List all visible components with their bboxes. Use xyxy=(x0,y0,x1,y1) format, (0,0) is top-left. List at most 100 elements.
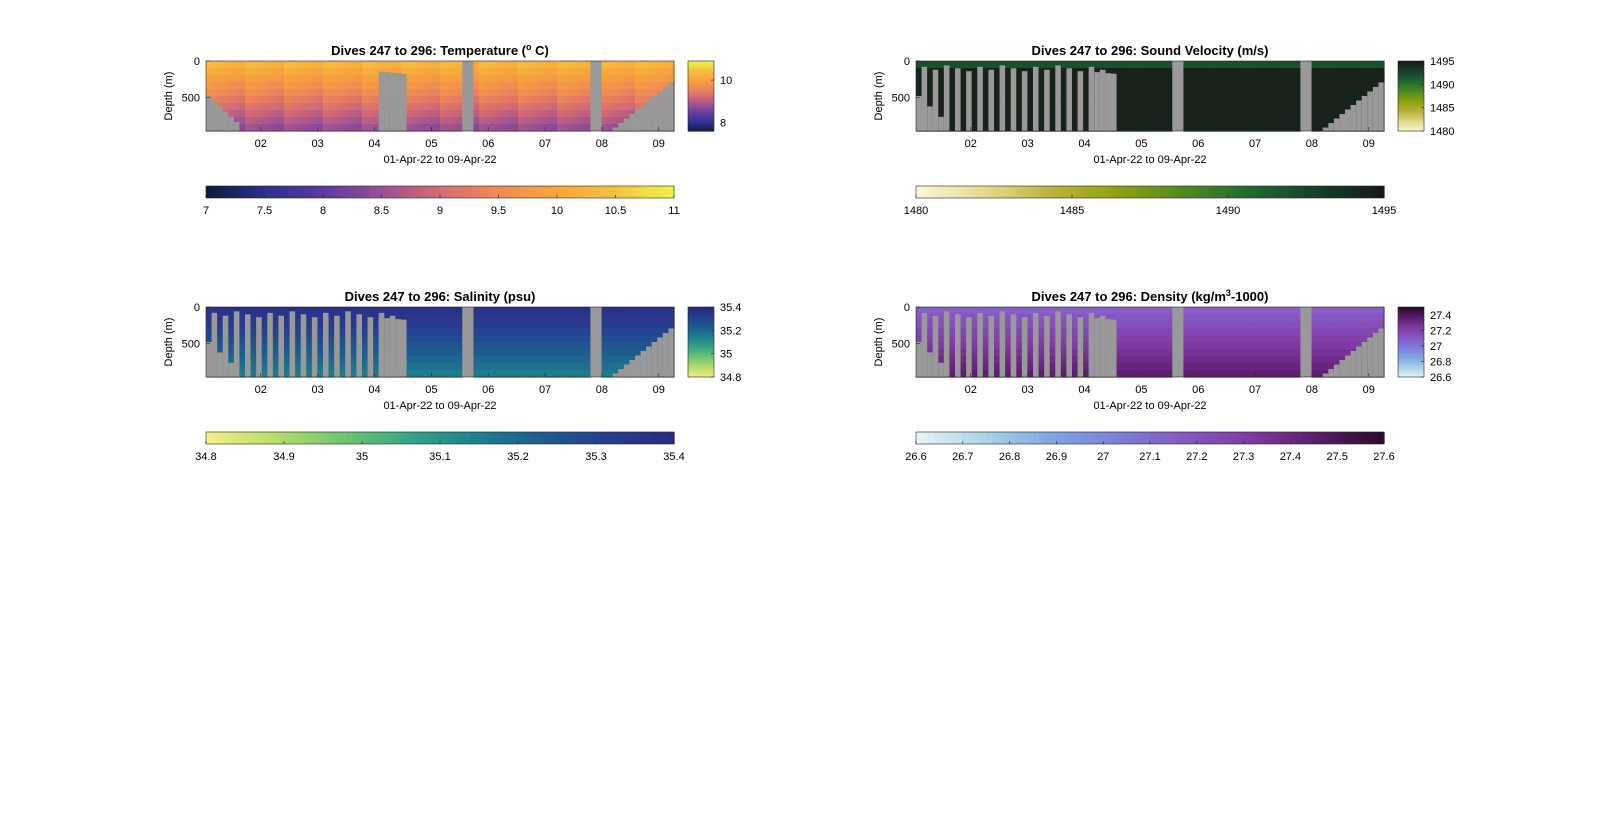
heatmap-cell xyxy=(267,75,274,83)
heatmap-cell xyxy=(473,82,480,90)
heatmap-cell xyxy=(573,103,580,111)
heatmap-cell xyxy=(1133,328,1140,336)
colorbar-segment xyxy=(1003,432,1011,444)
heatmap-cell xyxy=(623,307,631,315)
heatmap-cell xyxy=(1083,82,1090,90)
heatmap-cell xyxy=(490,110,497,118)
heatmap-cell xyxy=(635,321,642,329)
heatmap-cell xyxy=(601,363,608,371)
colorbar-segment xyxy=(939,432,946,444)
colorbar-segment xyxy=(323,432,330,444)
heatmap-cell xyxy=(1200,321,1207,329)
colorbar-segment xyxy=(962,432,970,444)
side-colorbar-segment xyxy=(688,333,714,336)
heatmap-cell xyxy=(428,335,436,343)
heatmap-cell xyxy=(506,124,514,132)
heatmap-cell xyxy=(1127,68,1134,76)
heatmap-cell xyxy=(417,335,424,343)
heatmap-cell xyxy=(423,321,430,329)
side-colorbar-segment xyxy=(1398,329,1424,333)
heatmap-cell xyxy=(300,68,307,76)
heatmap-cell xyxy=(1328,328,1335,336)
heatmap-cell xyxy=(473,335,480,343)
heatmap-cell xyxy=(573,335,580,343)
heatmap-cell xyxy=(412,328,419,336)
heatmap-cell xyxy=(473,314,480,322)
heatmap-cell xyxy=(222,89,229,97)
side-colorbar-segment xyxy=(688,71,714,74)
heatmap-cell xyxy=(971,307,978,315)
heatmap-cell xyxy=(1138,342,1146,350)
no-data-floor xyxy=(640,351,647,377)
colorbar-segment xyxy=(1044,432,1052,444)
heatmap-cell xyxy=(1239,370,1246,378)
colorbar-segment xyxy=(206,186,213,198)
heatmap-cell xyxy=(1322,103,1329,111)
heatmap-cell xyxy=(545,314,553,322)
heatmap-cell xyxy=(1272,335,1279,343)
heatmap-cell xyxy=(1083,89,1090,97)
no-data-floor xyxy=(1328,369,1335,377)
heatmap-cell xyxy=(545,110,553,118)
heatmap-cell xyxy=(1055,307,1062,315)
heatmap-cell xyxy=(228,61,235,69)
heatmap-cell xyxy=(412,68,419,76)
colorbar-segment xyxy=(340,432,347,444)
heatmap-cell xyxy=(250,96,257,104)
heatmap-cell xyxy=(1133,307,1140,315)
heatmap-cell xyxy=(412,110,419,118)
heatmap-cell xyxy=(1283,110,1290,118)
heatmap-cell xyxy=(250,321,257,329)
heatmap-cell xyxy=(988,307,995,315)
heatmap-cell xyxy=(261,314,268,322)
heatmap-cell xyxy=(1322,110,1329,118)
heatmap-cell xyxy=(994,96,1001,104)
heatmap-cell xyxy=(1189,124,1196,132)
colorbar-segment xyxy=(381,186,388,198)
heatmap-cell xyxy=(350,124,358,132)
heatmap-cell xyxy=(1155,328,1162,336)
heatmap-cell xyxy=(1328,321,1335,329)
x-tick-label: 09 xyxy=(653,384,665,396)
heatmap-cell xyxy=(1378,61,1385,69)
no-data-floor xyxy=(916,342,923,377)
side-colorbar-segment xyxy=(1398,104,1424,108)
heatmap-cell xyxy=(495,61,502,69)
heatmap-cell xyxy=(428,61,436,69)
heatmap-cell xyxy=(1144,89,1151,97)
heatmap-cell xyxy=(601,124,608,132)
side-colorbar-segment xyxy=(688,99,714,102)
heatmap-cell xyxy=(350,89,358,97)
heatmap-cell xyxy=(506,356,514,364)
heatmap-cell xyxy=(1189,82,1196,90)
colorbar-segment xyxy=(1237,432,1245,444)
heatmap-cell xyxy=(245,89,252,97)
heatmap-cell xyxy=(562,363,569,371)
heatmap-cell xyxy=(1127,110,1134,118)
heatmap-cell xyxy=(523,68,530,76)
heatmap-cell xyxy=(501,96,508,104)
axes-box xyxy=(205,306,675,378)
colorbar-segment xyxy=(480,186,488,198)
side-colorbar-segment xyxy=(1398,363,1424,366)
heatmap-cell xyxy=(640,96,647,104)
heatmap-cell xyxy=(484,124,491,132)
colorbar-segment xyxy=(1138,432,1145,444)
heatmap-cell xyxy=(629,307,636,315)
heatmap-cell xyxy=(1250,96,1257,104)
no-data-floor xyxy=(389,72,397,131)
heatmap-cell xyxy=(1194,356,1201,364)
heatmap-cell xyxy=(1072,89,1079,97)
heatmap-cell xyxy=(1328,335,1335,343)
heatmap-cell xyxy=(1345,335,1352,343)
heatmap-cell xyxy=(949,321,956,329)
heatmap-cell xyxy=(1133,342,1140,350)
heatmap-cell xyxy=(540,68,547,76)
heatmap-cell xyxy=(440,96,447,104)
heatmap-cell xyxy=(473,103,480,111)
heatmap-cell xyxy=(256,103,263,111)
heatmap-cell xyxy=(1317,356,1324,364)
heatmap-cell xyxy=(1150,335,1157,343)
heatmap-cell xyxy=(456,82,463,90)
colorbar-segment xyxy=(457,186,464,198)
